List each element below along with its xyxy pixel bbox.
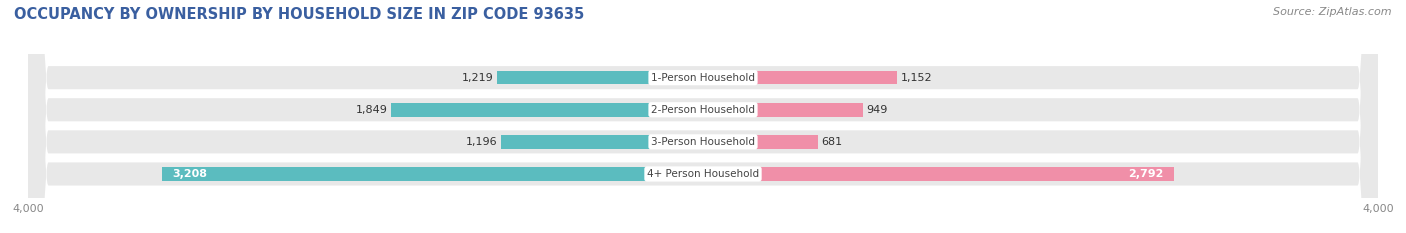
Bar [391, 103, 703, 116]
Text: 1,152: 1,152 [901, 73, 932, 83]
FancyBboxPatch shape [28, 0, 1378, 233]
Text: 2-Person Household: 2-Person Household [651, 105, 755, 115]
Text: 1,219: 1,219 [463, 73, 494, 83]
Bar [703, 103, 863, 116]
Text: 1-Person Household: 1-Person Household [651, 73, 755, 83]
Text: OCCUPANCY BY OWNERSHIP BY HOUSEHOLD SIZE IN ZIP CODE 93635: OCCUPANCY BY OWNERSHIP BY HOUSEHOLD SIZE… [14, 7, 585, 22]
Text: Source: ZipAtlas.com: Source: ZipAtlas.com [1274, 7, 1392, 17]
Text: 949: 949 [866, 105, 887, 115]
Text: 1,196: 1,196 [467, 137, 498, 147]
Bar [498, 71, 703, 84]
FancyBboxPatch shape [28, 0, 1378, 233]
Bar [703, 135, 818, 149]
FancyBboxPatch shape [28, 0, 1378, 233]
Text: 4+ Person Household: 4+ Person Household [647, 169, 759, 179]
Bar [162, 167, 703, 181]
Bar [703, 71, 897, 84]
Text: 3-Person Household: 3-Person Household [651, 137, 755, 147]
Bar [703, 167, 1174, 181]
Text: 1,849: 1,849 [356, 105, 388, 115]
Text: 681: 681 [821, 137, 842, 147]
Bar [501, 135, 703, 149]
Text: 2,792: 2,792 [1129, 169, 1164, 179]
FancyBboxPatch shape [28, 0, 1378, 233]
Text: 3,208: 3,208 [172, 169, 207, 179]
